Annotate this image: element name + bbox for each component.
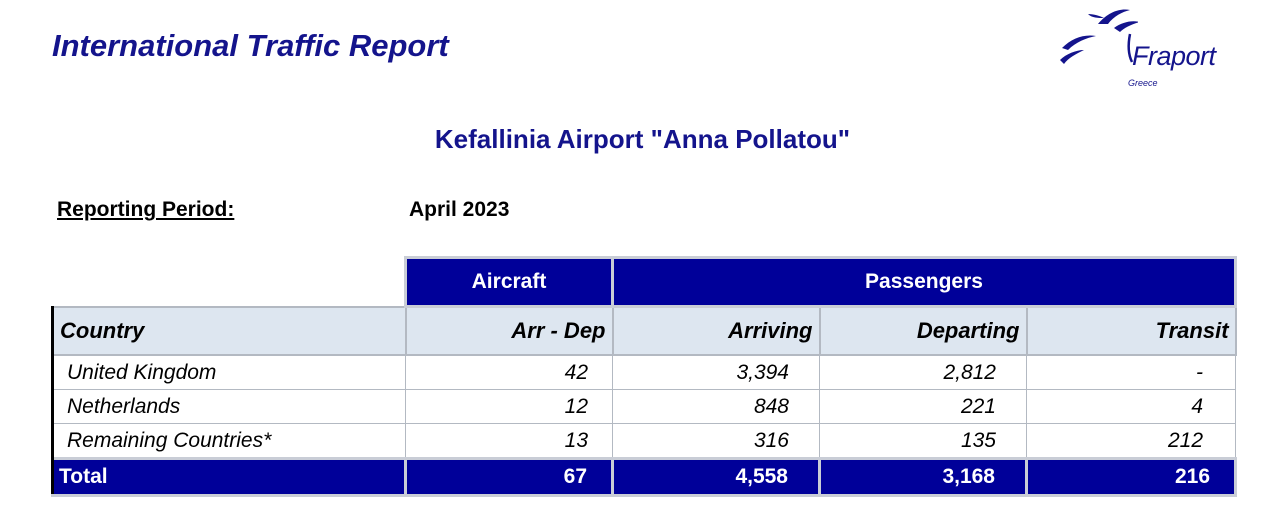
table-row: United Kingdom 42 3,394 2,812 -: [51, 354, 1237, 390]
report-title: International Traffic Report: [52, 28, 449, 63]
column-header-departing: Departing: [818, 305, 1028, 356]
fraport-swoosh-icon: [1060, 9, 1138, 64]
transit-cell: 4: [1025, 389, 1237, 424]
total-arriving-cell: 4,558: [611, 457, 821, 497]
group-header-passengers: Passengers: [610, 256, 1238, 308]
arr-dep-cell: 12: [405, 389, 613, 424]
group-header-aircraft: Aircraft: [404, 256, 614, 308]
departing-cell: 135: [819, 423, 1027, 459]
column-header-row: Country Arr - Dep Arriving Departing Tra…: [51, 305, 1237, 356]
arr-dep-cell: 13: [405, 423, 613, 459]
reporting-period-value: April 2023: [409, 198, 510, 221]
fraport-logo: Fraport Greece: [1058, 4, 1238, 94]
total-arr-dep-cell: 67: [404, 457, 614, 497]
departing-cell: 2,812: [819, 354, 1027, 390]
column-header-arr-dep: Arr - Dep: [404, 305, 614, 356]
column-header-arriving: Arriving: [611, 305, 821, 356]
country-cell: Remaining Countries*: [51, 423, 406, 459]
group-header-row: Aircraft Passengers: [53, 256, 1238, 308]
airport-title: Kefallinia Airport "Anna Pollatou": [434, 124, 851, 154]
table-row: Netherlands 12 848 221 4: [51, 389, 1237, 424]
departing-cell: 221: [819, 389, 1027, 424]
group-header-blank: [53, 258, 406, 307]
country-cell: Netherlands: [51, 389, 406, 424]
logo-wordmark: Fraport: [1132, 41, 1216, 71]
column-header-country: Country: [51, 305, 407, 356]
total-transit-cell: 216: [1024, 457, 1238, 497]
traffic-table: Aircraft Passengers Country Arr - Dep Ar…: [51, 256, 1238, 497]
transit-cell: 212: [1025, 423, 1237, 459]
total-row: Total 67 4,558 3,168 216: [51, 457, 1238, 497]
country-cell: United Kingdom: [51, 354, 406, 390]
arriving-cell: 3,394: [612, 354, 820, 390]
total-label-cell: Total: [51, 457, 407, 497]
reporting-period-label: Reporting Period:: [57, 198, 235, 221]
arriving-cell: 848: [612, 389, 820, 424]
arriving-cell: 316: [612, 423, 820, 459]
column-header-transit: Transit: [1025, 305, 1237, 356]
table-row: Remaining Countries* 13 316 135 212: [51, 423, 1237, 459]
transit-cell: -: [1025, 354, 1237, 390]
logo-subtitle: Greece: [1128, 78, 1158, 88]
total-departing-cell: 3,168: [818, 457, 1028, 497]
arr-dep-cell: 42: [405, 354, 613, 390]
